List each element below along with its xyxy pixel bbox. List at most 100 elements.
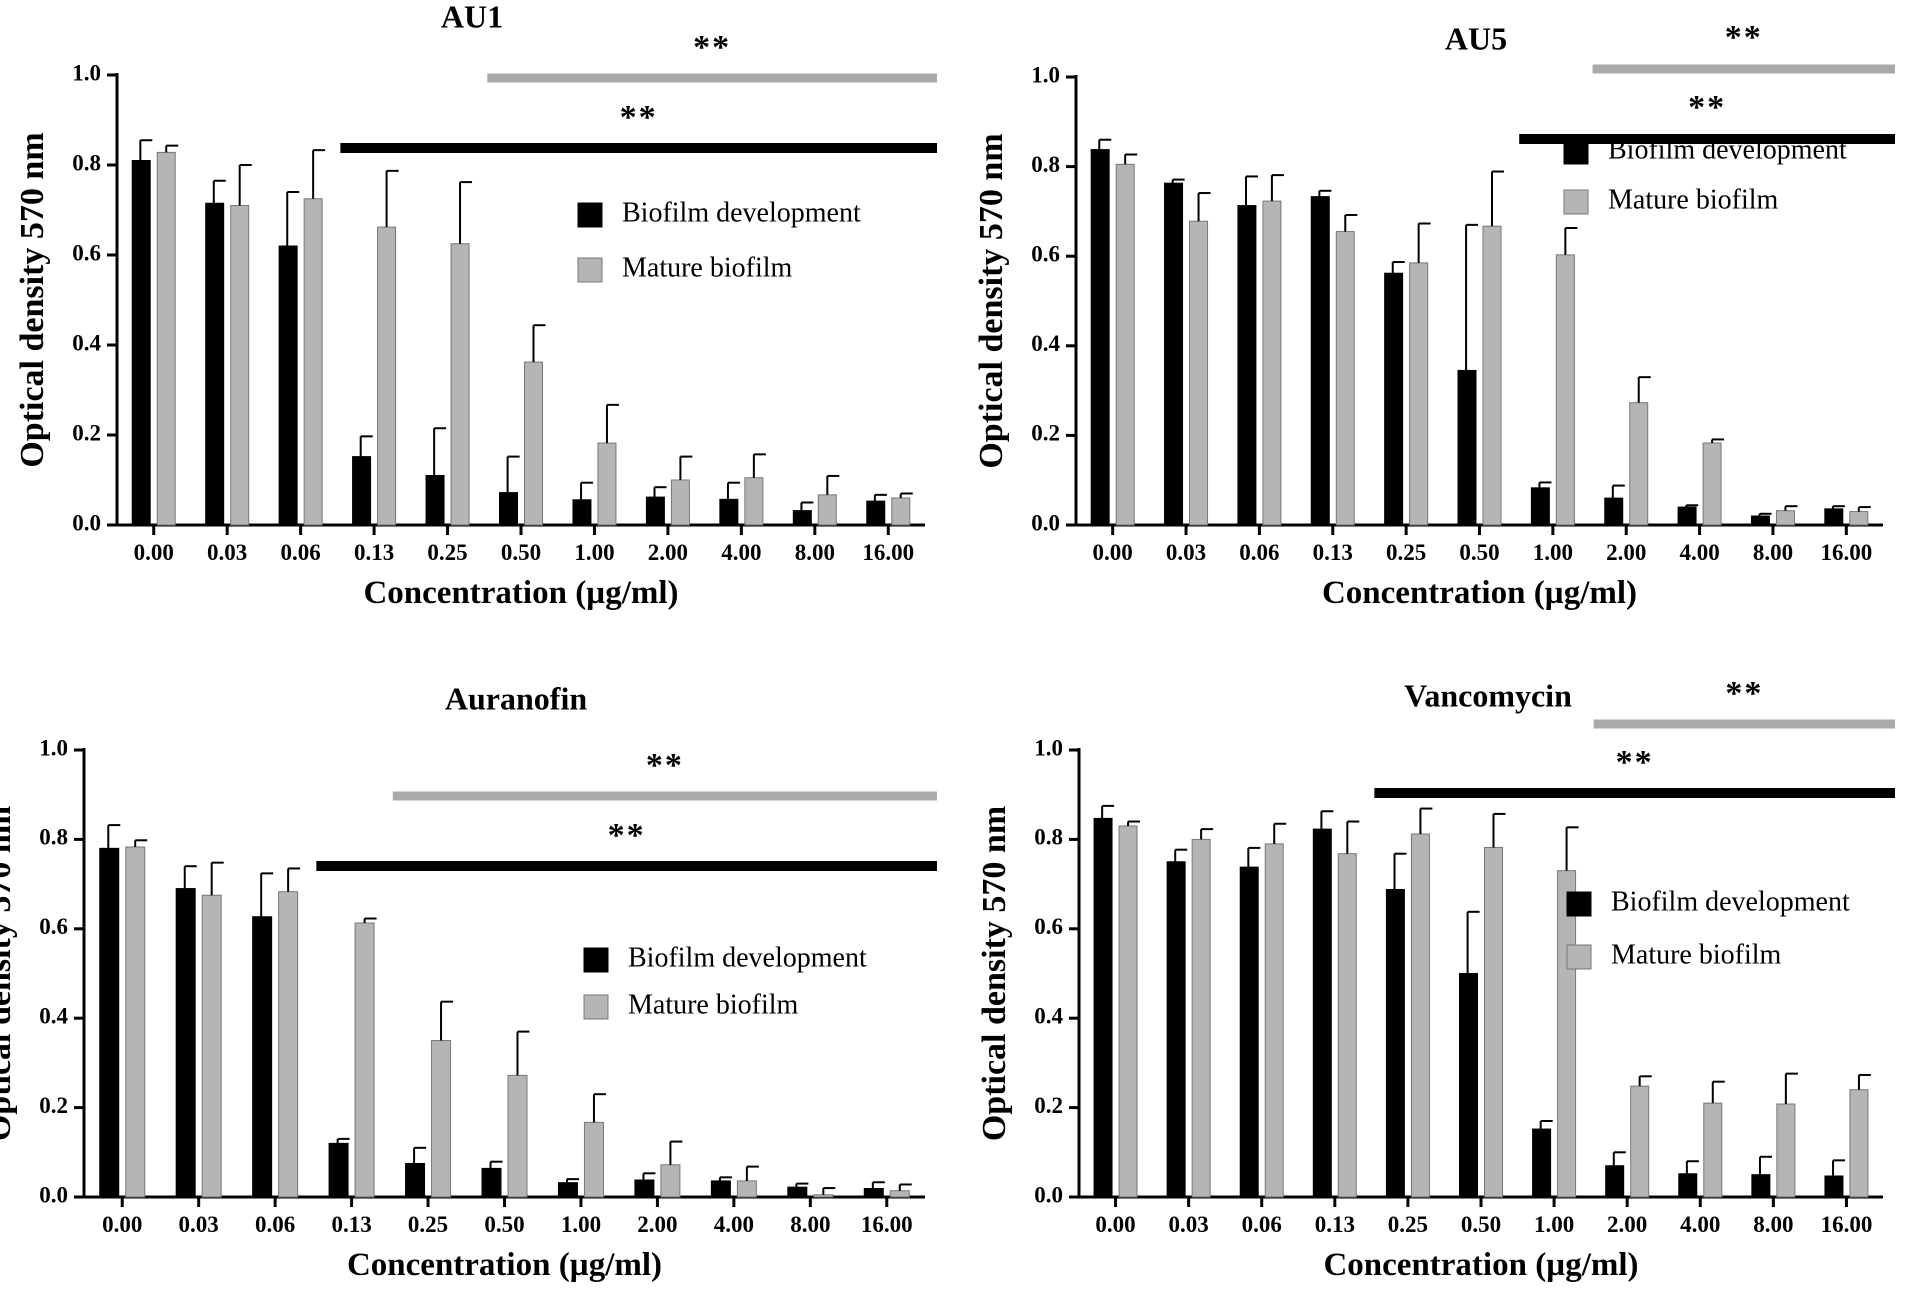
x-tick-label: 0.25	[1386, 540, 1426, 565]
x-axis-label: Concentration (µg/ml)	[347, 1247, 662, 1283]
x-tick-label: 0.06	[1242, 1212, 1282, 1237]
bar	[1385, 888, 1405, 1198]
bar	[1824, 1175, 1844, 1198]
bar	[1090, 149, 1110, 526]
bar	[813, 1194, 834, 1198]
legend-label: Mature biofilm	[622, 252, 793, 283]
bar	[1849, 511, 1869, 526]
x-tick-label: 0.06	[1239, 540, 1279, 565]
bar	[1702, 442, 1722, 526]
x-tick-label: 0.13	[354, 540, 394, 565]
legend-swatch	[1563, 139, 1589, 165]
y-tick-label: 0.4	[1031, 331, 1060, 356]
x-tick-label: 0.50	[501, 540, 541, 565]
x-tick-label: 16.00	[1820, 540, 1872, 565]
x-tick-label: 1.00	[1533, 540, 1573, 565]
bar	[1457, 369, 1477, 526]
x-tick-label: 8.00	[790, 1212, 830, 1237]
significance-label: **	[620, 99, 658, 136]
x-tick-label: 0.06	[255, 1212, 295, 1237]
chart-title: Vancomycin	[1404, 677, 1572, 713]
significance-label: **	[1725, 675, 1763, 712]
x-tick-label: 4.00	[1679, 540, 1719, 565]
bar	[405, 1162, 426, 1198]
bar	[660, 1164, 681, 1198]
x-tick-label: 0.50	[1461, 1212, 1501, 1237]
bar	[354, 922, 375, 1198]
x-tick-label: 8.00	[1753, 540, 1793, 565]
x-tick-label: 0.50	[484, 1212, 524, 1237]
bar	[1630, 1085, 1650, 1198]
y-tick-label: 0.4	[1034, 1003, 1063, 1028]
x-tick-label: 0.06	[281, 540, 321, 565]
y-tick-label: 0.6	[72, 240, 101, 265]
bar	[377, 226, 397, 526]
bar	[670, 479, 690, 526]
bar	[1605, 1165, 1625, 1198]
legend-swatch	[577, 202, 603, 228]
bar	[1115, 163, 1135, 526]
bar	[1410, 833, 1430, 1198]
bar	[303, 198, 323, 526]
bar	[481, 1167, 502, 1198]
significance-label: **	[1616, 744, 1654, 781]
x-tick-label: 2.00	[1607, 1212, 1647, 1237]
bar	[201, 894, 222, 1198]
bar	[583, 1121, 604, 1198]
series-development	[131, 139, 887, 526]
x-tick-label: 0.13	[1315, 1212, 1355, 1237]
panel-auranofin: Auranofin Optical density 570 nm Concentra…	[0, 680, 937, 1283]
bar	[866, 500, 886, 526]
bar	[175, 888, 196, 1198]
bar	[1335, 231, 1355, 526]
bar	[1118, 825, 1138, 1198]
bar	[1262, 200, 1282, 526]
bar	[1484, 846, 1503, 1198]
chart-title: AU1	[441, 0, 503, 34]
bar	[328, 1142, 349, 1198]
bar	[863, 1188, 884, 1198]
y-tick-label: 1.0	[72, 60, 101, 85]
bar	[230, 205, 250, 526]
bar	[1166, 861, 1186, 1198]
bar	[1604, 497, 1624, 526]
bar	[507, 1074, 528, 1198]
x-tick-label: 16.00	[1821, 1212, 1873, 1237]
y-tick-label: 0.8	[1034, 825, 1063, 850]
chart-title: Auranofin	[445, 680, 587, 716]
legend-swatch	[577, 257, 603, 283]
bar	[1164, 182, 1184, 526]
bar	[557, 1182, 578, 1198]
x-tick-label: 0.25	[1388, 1212, 1428, 1237]
x-axis-label: Concentration (µg/ml)	[363, 575, 678, 611]
x-tick-label: 1.00	[1534, 1212, 1574, 1237]
significance-label: **	[1688, 89, 1726, 126]
y-tick-label: 0.8	[39, 825, 68, 850]
bar	[645, 496, 665, 526]
bar	[634, 1179, 655, 1198]
x-tick-label: 4.00	[1680, 1212, 1720, 1237]
y-tick-label: 0.2	[39, 1093, 68, 1118]
y-tick-label: 0.8	[1031, 152, 1060, 177]
significance-label: **	[693, 29, 731, 66]
x-tick-label: 0.00	[134, 540, 174, 565]
x-tick-label: 0.03	[207, 540, 247, 565]
y-tick-label: 0.6	[39, 914, 68, 939]
y-axis-label: Optical density 570 nm	[976, 806, 1013, 1141]
bar	[1189, 220, 1209, 526]
panel-vancomycin: Vancomycin Optical density 570 nm Concentr…	[976, 675, 1895, 1283]
x-tick-label: 0.00	[1093, 540, 1133, 565]
bar	[431, 1040, 452, 1198]
x-tick-label: 0.00	[102, 1212, 142, 1237]
bar	[1703, 1102, 1723, 1198]
legend-label: Biofilm development	[1611, 886, 1850, 917]
series-mature	[125, 839, 912, 1198]
bar	[1677, 506, 1697, 526]
bar	[891, 497, 911, 526]
bar	[1409, 262, 1429, 526]
bar	[352, 456, 372, 526]
bar	[524, 361, 543, 526]
x-tick-label: 0.03	[1166, 540, 1206, 565]
y-tick-label: 0.0	[39, 1182, 68, 1207]
